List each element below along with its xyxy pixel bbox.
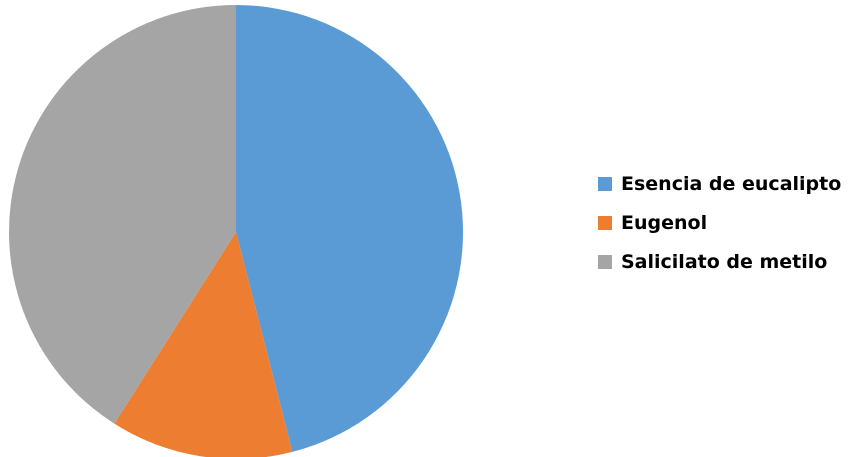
pie-slice-eugenol	[114, 232, 293, 457]
legend-swatch-eugenol	[598, 216, 612, 230]
legend: Esencia de eucalipto Eugenol Salicilato …	[598, 168, 841, 285]
legend-swatch-esencia-de-eucalipto	[598, 177, 612, 191]
legend-item-salicilato-de-metilo: Salicilato de metilo	[598, 246, 841, 278]
legend-label-esencia-de-eucalipto: Esencia de eucalipto	[621, 173, 842, 195]
legend-item-esencia-de-eucalipto: Esencia de eucalipto	[598, 168, 841, 200]
pie-slice-salicilato-de-metilo	[9, 5, 236, 424]
legend-swatch-salicilato-de-metilo	[598, 255, 612, 269]
legend-item-eugenol: Eugenol	[598, 207, 841, 239]
legend-label-eugenol: Eugenol	[621, 212, 708, 234]
legend-label-salicilato-de-metilo: Salicilato de metilo	[621, 251, 828, 273]
pie-slice-esencia-de-eucalipto	[236, 5, 464, 452]
